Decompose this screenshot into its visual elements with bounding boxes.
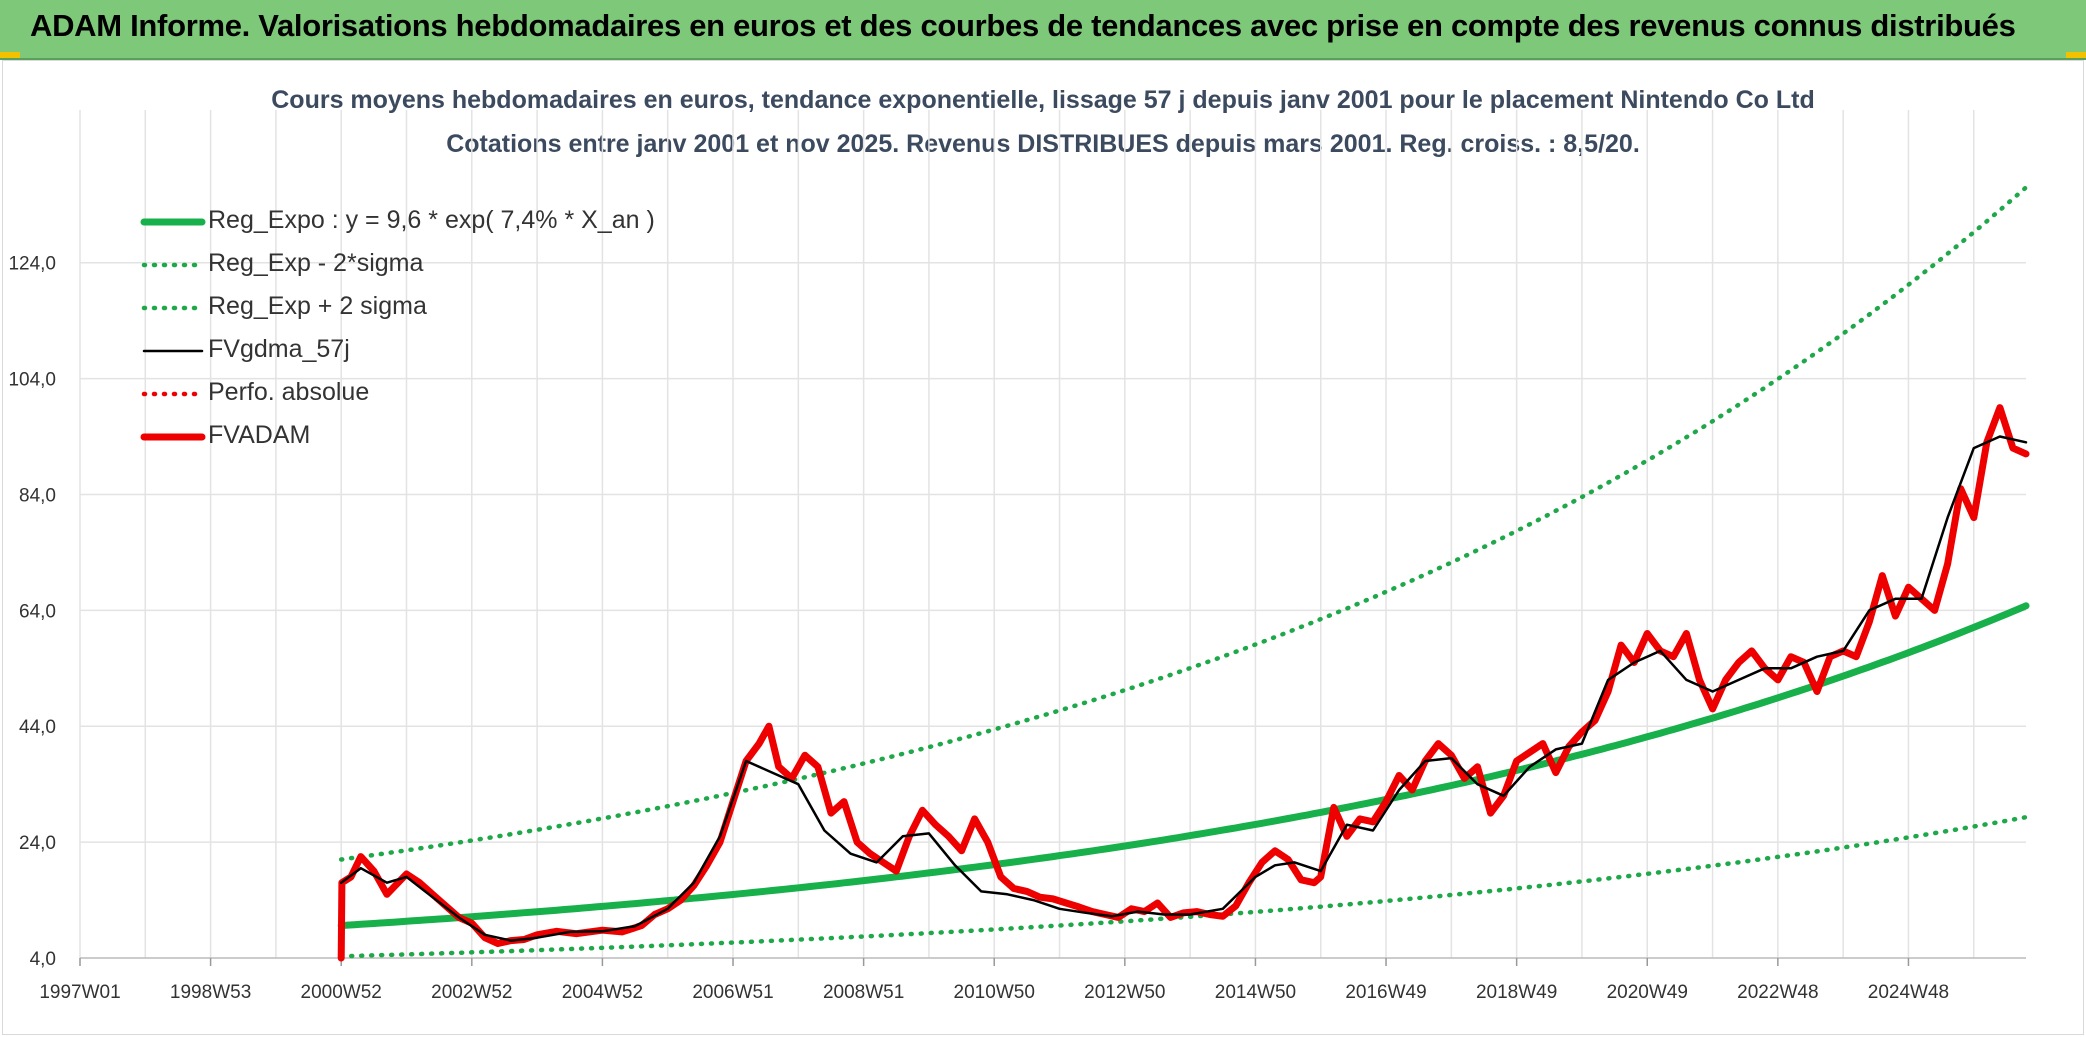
corner-marker-left (0, 52, 20, 58)
x-tick-label: 2018W49 (1476, 982, 1557, 1003)
x-tick-label: 1998W53 (170, 982, 251, 1003)
y-tick-label: 84,0 (19, 485, 56, 506)
x-tick-label: 2016W49 (1345, 982, 1426, 1003)
legend-swatch (140, 433, 206, 441)
x-tick-label: 2022W48 (1737, 982, 1818, 1003)
x-tick-label: 2000W52 (301, 982, 382, 1003)
x-tick-label: 2012W50 (1084, 982, 1165, 1003)
legend-label: Reg_Exp - 2*sigma (208, 249, 424, 277)
x-tick-label: 1997W01 (39, 982, 120, 1003)
x-tick-label: 2002W52 (431, 982, 512, 1003)
legend-label: FVgdma_57j (208, 335, 350, 363)
legend-swatch (142, 349, 204, 353)
x-tick-label: 2004W52 (562, 982, 643, 1003)
y-tick-label: 44,0 (19, 717, 56, 738)
series-line-0 (337, 602, 2030, 930)
series-line-3 (339, 435, 2028, 942)
chart-title-line1: Cours moyens hebdomadaires en euros, ten… (271, 86, 1815, 114)
x-tick-label: 2006W51 (692, 982, 773, 1003)
y-tick-label: 64,0 (19, 601, 56, 622)
series-line-5 (337, 404, 2030, 962)
y-tick-label: 124,0 (8, 254, 56, 275)
legend-label: Reg_Exp + 2 sigma (208, 292, 427, 320)
corner-marker-right (2066, 52, 2086, 58)
series-line-2 (338, 185, 2029, 862)
series-layer (337, 185, 2030, 962)
legend-swatch (141, 262, 205, 268)
legend-swatch (140, 218, 206, 226)
legend-swatch (141, 305, 205, 311)
y-tick-label: 4,0 (30, 949, 56, 970)
report-title: ADAM Informe. Valorisations hebdomadaire… (30, 8, 2016, 43)
report-banner: ADAM Informe. Valorisations hebdomadaire… (0, 0, 2086, 60)
x-tick-label: 2020W49 (1607, 982, 1688, 1003)
x-tick-label: 2010W50 (954, 982, 1035, 1003)
legend-label: Perfo. absolue (208, 378, 370, 406)
y-tick-label: 104,0 (8, 370, 56, 391)
legend-label: Reg_Expo : y = 9,6 * exp( 7,4% * X_an ) (208, 206, 655, 234)
y-tick-label: 24,0 (19, 833, 56, 854)
grid (79, 110, 2026, 959)
chart-title-line2: Cotations entre janv 2001 et nov 2025. R… (446, 130, 1640, 158)
series-line-1 (338, 814, 2029, 959)
legend-swatch (141, 391, 205, 397)
axes: 4,0 24,0 44,0 64,0 84,0 104,0 124,0 1997W01 1998… (8, 254, 2026, 1003)
x-tick-label: 2024W48 (1868, 982, 1949, 1003)
chart-frame (2, 60, 2084, 1035)
legend-label: FVADAM (208, 421, 311, 449)
x-tick-label: 2014W50 (1215, 982, 1296, 1003)
x-tick-label: 2008W51 (823, 982, 904, 1003)
